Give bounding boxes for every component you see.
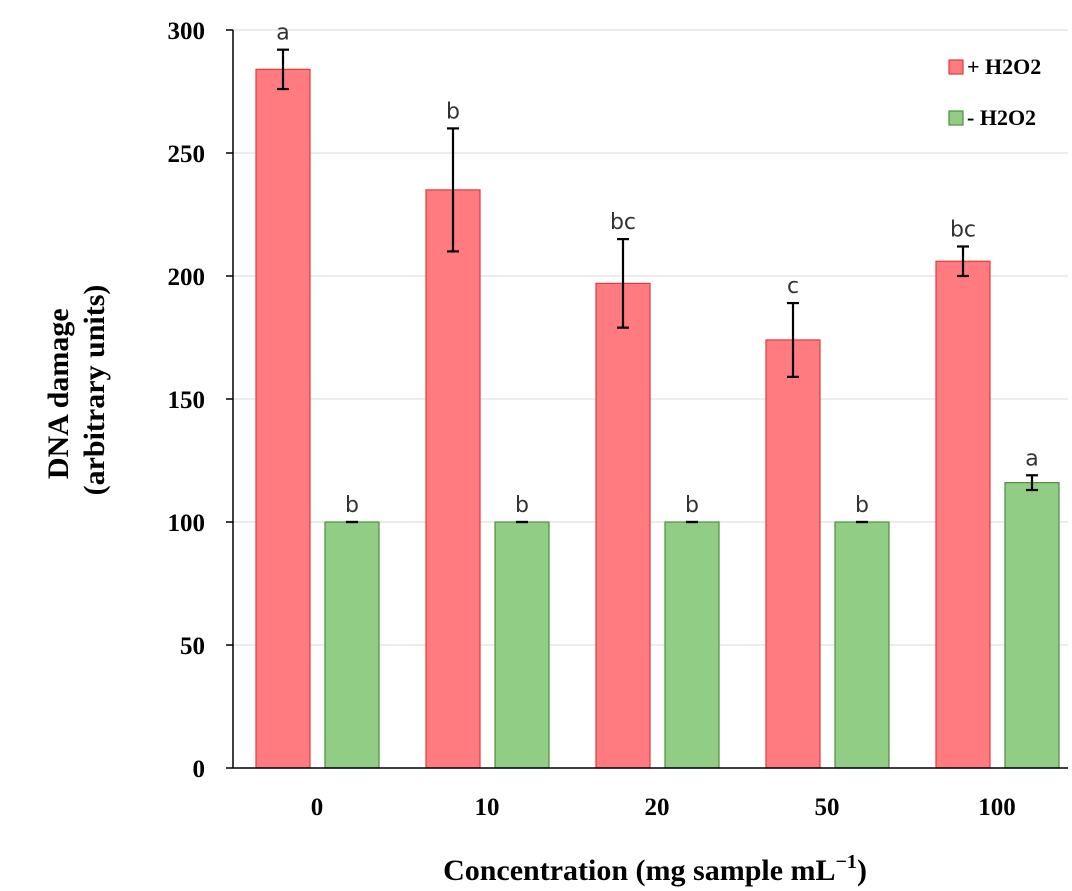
significance-label: b	[345, 493, 359, 518]
x-axis-title-end: )	[857, 854, 867, 887]
significance-label: a	[276, 21, 289, 46]
x-axis-title: Concentration (mg sample mL−1)	[443, 851, 867, 887]
significance-label: b	[685, 493, 699, 518]
legend-label-plus-h2o2: + H2O2	[967, 54, 1041, 79]
bar-plus-h2o2-20	[595, 282, 651, 769]
x-tick-label: 50	[815, 794, 840, 821]
significance-label: bc	[610, 210, 636, 235]
y-tick-label: 50	[180, 633, 205, 660]
axes	[226, 29, 1068, 769]
legend-swatch-minus-h2o2	[948, 110, 964, 126]
y-tick-label: 150	[168, 387, 206, 414]
y-tick-label: 250	[168, 141, 206, 168]
y-axis-title: DNA damage (arbitrary units)	[42, 285, 111, 496]
significance-label: b	[446, 99, 460, 124]
x-tick-label: 10	[475, 794, 500, 821]
bar-minus-h2o2-20	[664, 521, 720, 769]
legend-label-minus-h2o2: - H2O2	[967, 105, 1036, 130]
y-tick-label: 100	[168, 510, 206, 537]
significance-label: c	[787, 274, 799, 299]
significance-label: bc	[950, 217, 976, 242]
bar-plus-h2o2-50	[765, 339, 821, 769]
x-axis-title-main: Concentration (mg sample mL	[443, 854, 835, 887]
y-tick-label: 300	[168, 18, 206, 45]
bar-plus-h2o2-10	[425, 189, 481, 769]
bar-minus-h2o2-100	[1004, 482, 1060, 769]
bar-minus-h2o2-50	[834, 521, 890, 769]
significance-label: b	[515, 493, 529, 518]
bar-plus-h2o2-100	[935, 260, 991, 769]
x-tick-label: 20	[645, 794, 670, 821]
bar-minus-h2o2-0	[324, 521, 380, 769]
x-tick-labels: 0 10 20 50 100	[311, 794, 1016, 821]
legend: + H2O2 - H2O2	[948, 54, 1041, 130]
significance-label: b	[855, 493, 869, 518]
x-tick-label: 100	[978, 794, 1016, 821]
y-tick-label: 0	[193, 756, 206, 783]
x-tick-label: 0	[311, 794, 324, 821]
y-axis-title-line2: (arbitrary units)	[78, 285, 111, 496]
bar-minus-h2o2-10	[494, 521, 550, 769]
bar-plus-h2o2-0	[255, 68, 311, 769]
significance-label: a	[1025, 446, 1038, 471]
x-axis-title-sup: −1	[836, 851, 857, 873]
y-tick-labels: 0 50 100 150 200 250 300	[168, 18, 206, 783]
y-tick-label: 200	[168, 264, 206, 291]
y-axis-title-line1: DNA damage	[42, 308, 75, 479]
legend-swatch-plus-h2o2	[948, 59, 964, 75]
